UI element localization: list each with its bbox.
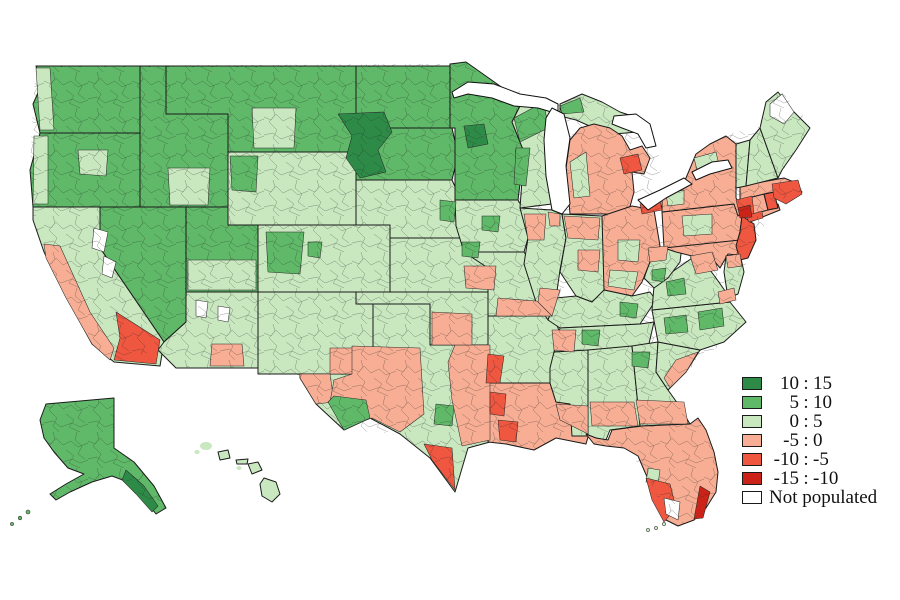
legend-item: 0:5	[742, 412, 877, 431]
legend-item: -5:0	[742, 431, 877, 450]
legend-swatch	[742, 472, 762, 485]
great-lakes	[451, 81, 733, 215]
florida-keys	[646, 522, 666, 532]
state-hi	[194, 442, 281, 503]
lake-huron	[611, 113, 657, 149]
legend-item: -15: -10	[742, 469, 877, 488]
lake-michigan	[543, 107, 571, 215]
legend-swatch	[742, 415, 762, 428]
legend-item-not-populated: Not populated	[742, 488, 877, 507]
legend-swatch	[742, 377, 762, 390]
lake-erie	[637, 177, 693, 211]
legend-swatch	[742, 396, 762, 409]
lake-ontario	[691, 159, 733, 181]
map-legend: 10:15 5:10 0:5 -5:0 -10: -5 -15: -10 Not p…	[742, 374, 877, 507]
legend-item: 10:15	[742, 374, 877, 393]
legend-swatch	[742, 434, 762, 447]
legend-swatch	[742, 453, 762, 466]
legend-item: 5:10	[742, 393, 877, 412]
legend-item: -10: -5	[742, 450, 877, 469]
aleutian-islands	[10, 509, 31, 526]
legend-swatch	[742, 491, 762, 504]
